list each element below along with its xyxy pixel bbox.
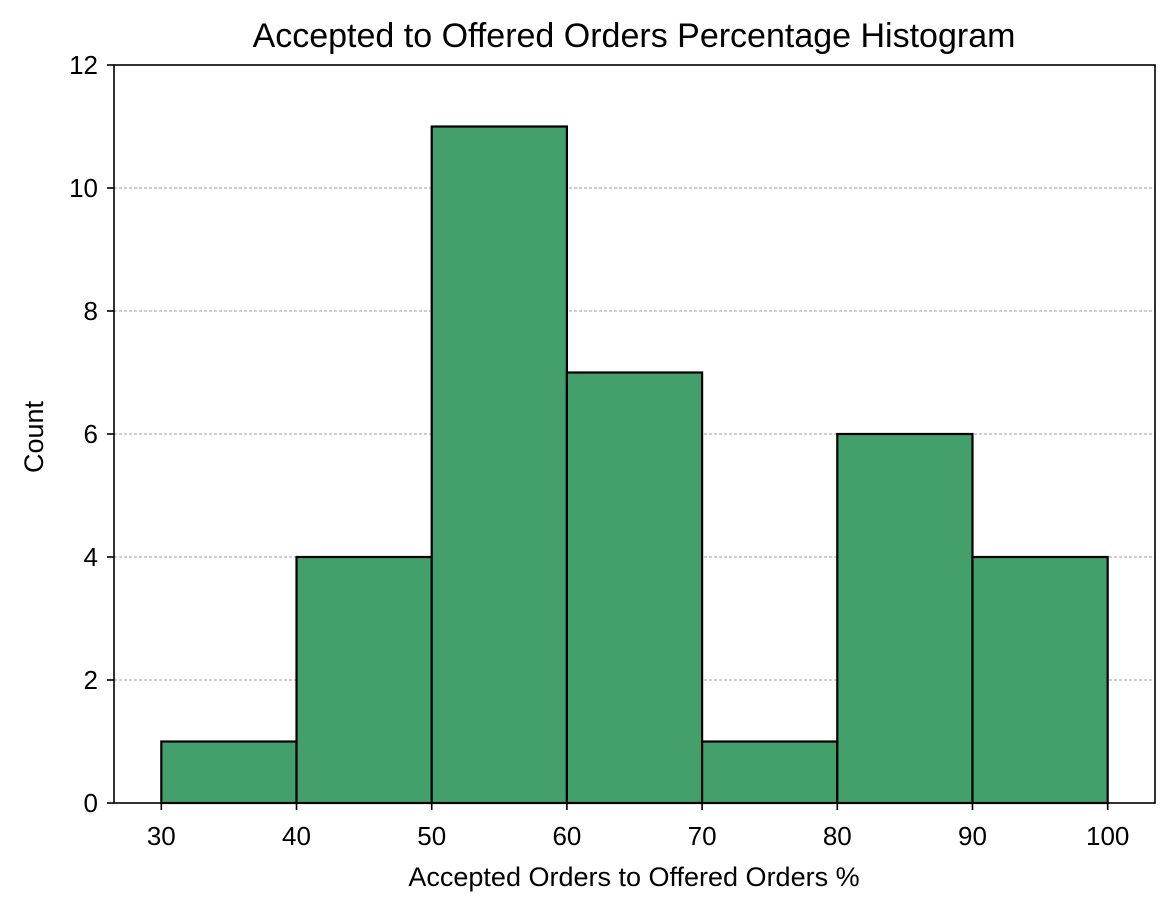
histogram-bar [565, 371, 704, 805]
y-tick-label: 8 [84, 296, 98, 326]
y-axis-ticks: 0 2 4 6 8 10 12 [69, 50, 114, 818]
y-tick-label: 0 [84, 788, 98, 818]
x-tick-label: 30 [147, 821, 176, 851]
histogram-bar [295, 555, 433, 805]
chart-title: Accepted to Offered Orders Percentage Hi… [253, 17, 1016, 55]
y-tick-label: 12 [69, 50, 98, 80]
histogram-bar [160, 740, 298, 805]
x-tick-label: 40 [282, 821, 311, 851]
histogram-bars [160, 125, 1109, 805]
x-axis-label: Accepted Orders to Offered Orders % [408, 862, 859, 892]
x-tick-label: 70 [688, 821, 717, 851]
x-tick-label: 100 [1086, 821, 1129, 851]
x-axis-ticks: 30 40 50 60 70 80 90 100 [147, 803, 1129, 851]
histogram-bar [971, 555, 1109, 805]
y-tick-label: 6 [84, 419, 98, 449]
y-tick-label: 10 [69, 173, 98, 203]
y-axis-label: Count [19, 400, 49, 473]
x-tick-label: 80 [823, 821, 852, 851]
y-tick-label: 4 [84, 542, 98, 572]
x-tick-label: 60 [552, 821, 581, 851]
x-tick-label: 50 [417, 821, 446, 851]
histogram-bar [430, 125, 569, 805]
y-tick-label: 2 [84, 665, 98, 695]
x-tick-label: 90 [958, 821, 987, 851]
histogram-bar [700, 740, 839, 805]
histogram-bar [836, 432, 974, 805]
